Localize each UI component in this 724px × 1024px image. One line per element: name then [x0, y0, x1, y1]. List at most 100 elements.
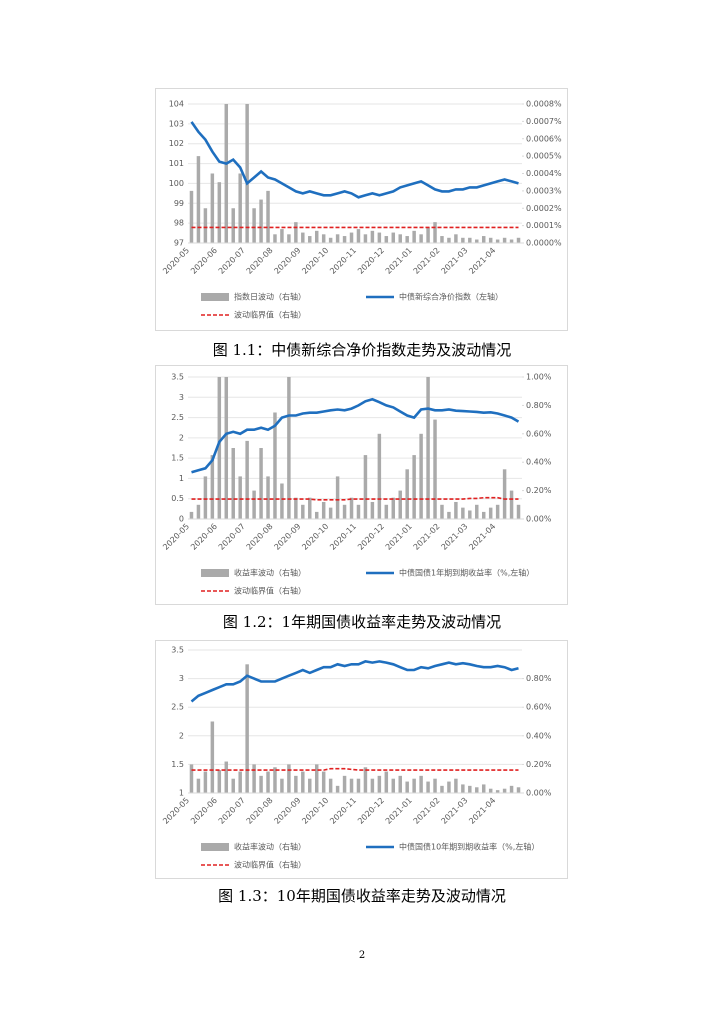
bar	[509, 490, 514, 519]
bar	[266, 476, 270, 519]
bar	[509, 239, 514, 243]
y-tick-label: 104	[169, 100, 184, 109]
x-tick-label: 2020-06	[189, 522, 219, 552]
chart: 0 0.5 1 1.5 2 2.5 3 3.5 0.00% 0.20% 0.40% 0.60% 0.80…	[161, 373, 552, 596]
bar	[391, 232, 396, 243]
bar	[405, 781, 409, 793]
bar	[273, 234, 277, 243]
bar	[495, 790, 500, 793]
chart-box: 97 98 99 100 101 102 103 104 0.0000% 0.0001% 0.000…	[155, 88, 568, 331]
y-tick-label: 103	[169, 119, 184, 128]
bar	[481, 784, 486, 793]
bar	[328, 778, 333, 793]
y-tick-label: 3.5	[171, 373, 184, 382]
bar	[259, 775, 263, 793]
bar	[419, 775, 423, 793]
bar	[391, 778, 396, 793]
bar	[454, 501, 458, 519]
legend-label: 收益率波动（右轴）	[234, 568, 306, 578]
bar	[412, 230, 416, 243]
bar	[196, 504, 201, 519]
bar	[398, 775, 402, 793]
threshold-line	[191, 496, 519, 501]
y2-tick-label: 0.0005%	[526, 152, 562, 161]
bar	[398, 234, 402, 243]
y2-tick-label: 0.80%	[526, 674, 552, 683]
figure-caption: 图 1.3：10年期国债收益率走势及波动情况	[218, 887, 506, 905]
x-tick-label: 2020-05	[161, 246, 191, 276]
y-tick-label: 99	[174, 199, 184, 208]
bar	[273, 767, 277, 793]
bar	[384, 771, 389, 793]
x-tick-label: 2020-12	[356, 522, 386, 552]
x-tick-label: 2021-02	[412, 522, 442, 552]
figure-caption: 图 1.2：1年期国债收益率走势及波动情况	[222, 613, 502, 631]
bar	[196, 778, 201, 793]
bar	[203, 476, 208, 519]
y-tick-label: 3.5	[171, 646, 184, 655]
bar	[231, 208, 235, 243]
bar	[238, 173, 242, 243]
x-tick-label: 2020-10	[300, 796, 330, 826]
y-tick-label: 2	[179, 731, 184, 740]
data-line	[191, 397, 520, 474]
bar	[475, 239, 479, 243]
x-tick-label: 2020-10	[300, 246, 330, 276]
chart-box: 1 1.5 2 2.5 3 3.5 0.00% 0.20% 0.40% 0.60% 0.80% 202…	[155, 640, 568, 879]
bar	[314, 764, 319, 793]
bar	[245, 440, 249, 519]
y-tick-label: 102	[169, 139, 184, 148]
bar	[321, 771, 326, 793]
bar	[266, 771, 270, 793]
bar	[245, 664, 249, 793]
bar	[189, 511, 194, 519]
y2-tick-label: 0.0006%	[526, 134, 562, 143]
bar	[189, 764, 194, 793]
bar	[314, 230, 319, 243]
legend-label: 收益率波动（右轴）	[234, 842, 306, 852]
y-tick-label: 1.5	[171, 760, 184, 769]
y-tick-label: 1.5	[171, 454, 184, 463]
bar	[349, 778, 354, 793]
y-tick-label: 2.5	[171, 703, 184, 712]
x-tick-label: 2020-07	[217, 522, 247, 552]
y-tick-label: 2.5	[171, 413, 184, 422]
bar	[308, 236, 312, 243]
bar	[398, 490, 402, 519]
bar	[252, 490, 256, 519]
legend-label: 波动临界值（右轴）	[234, 310, 306, 320]
y-tick-label: 3	[179, 674, 184, 683]
x-tick-label: 2021-03	[440, 522, 470, 552]
bar	[475, 787, 479, 793]
y-tick-label: 2	[179, 433, 184, 442]
y-tick-label: 3	[179, 393, 184, 402]
y2-tick-label: 1.00%	[526, 373, 552, 382]
bar	[433, 222, 437, 243]
y-tick-label: 1	[179, 789, 184, 798]
y2-tick-label: 0.00%	[526, 515, 552, 524]
x-tick-label: 2021-04	[467, 246, 497, 276]
bar	[426, 227, 430, 243]
bar	[488, 507, 493, 519]
bar	[342, 775, 347, 793]
x-tick-label: 2020-09	[273, 796, 303, 826]
bar	[280, 483, 284, 519]
bar	[287, 234, 291, 243]
bar	[328, 237, 333, 243]
y-tick-label: 0.5	[171, 494, 184, 503]
bar	[217, 377, 222, 519]
bar	[308, 497, 312, 519]
y2-tick-label: 0.40%	[526, 731, 552, 740]
bar	[314, 511, 319, 519]
bar	[189, 190, 194, 243]
bar	[335, 234, 340, 243]
bar	[224, 104, 229, 243]
bar	[412, 455, 416, 519]
bar	[370, 501, 375, 519]
bar	[370, 230, 375, 243]
x-tick-label: 2021-03	[440, 246, 470, 276]
y-tick-label: 0	[179, 515, 184, 524]
bar	[516, 237, 521, 243]
bar	[468, 237, 472, 243]
legend-label: 指数日波动（右轴）	[234, 292, 306, 302]
